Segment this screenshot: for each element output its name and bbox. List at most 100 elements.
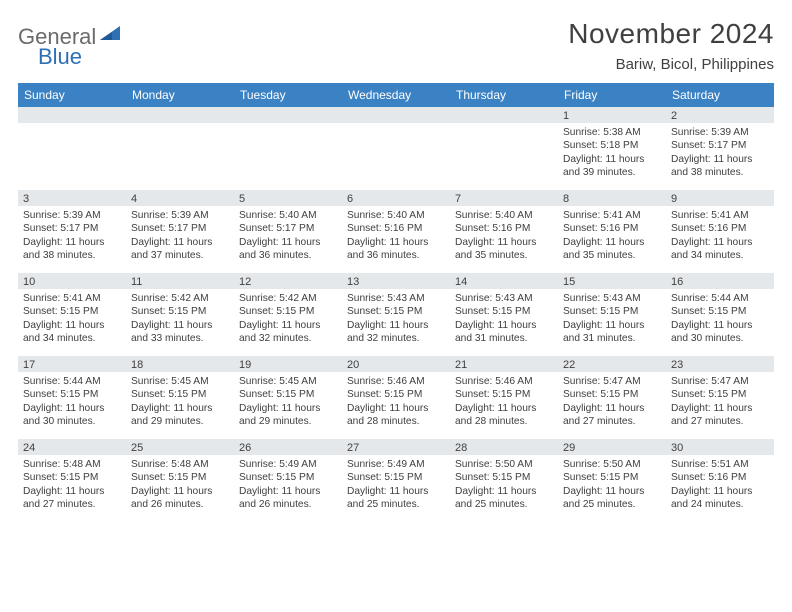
sunrise-text: Sunrise: 5:50 AM <box>455 458 553 471</box>
calendar-cell: 15Sunrise: 5:43 AMSunset: 5:15 PMDayligh… <box>558 273 666 356</box>
sunset-text: Sunset: 5:15 PM <box>131 471 229 484</box>
sunrise-text: Sunrise: 5:45 AM <box>131 375 229 388</box>
day-body: Sunrise: 5:47 AMSunset: 5:15 PMDaylight:… <box>558 372 666 431</box>
sunrise-text: Sunrise: 5:39 AM <box>23 209 121 222</box>
day-number-empty <box>450 107 558 123</box>
calendar-cell: 17Sunrise: 5:44 AMSunset: 5:15 PMDayligh… <box>18 356 126 439</box>
calendar-cell: 5Sunrise: 5:40 AMSunset: 5:17 PMDaylight… <box>234 190 342 273</box>
sunrise-text: Sunrise: 5:47 AM <box>563 375 661 388</box>
sunrise-text: Sunrise: 5:40 AM <box>455 209 553 222</box>
day-number: 1 <box>558 107 666 123</box>
sunrise-text: Sunrise: 5:41 AM <box>23 292 121 305</box>
calendar-body: 1Sunrise: 5:38 AMSunset: 5:18 PMDaylight… <box>18 107 774 522</box>
sunset-text: Sunset: 5:16 PM <box>347 222 445 235</box>
day-number: 7 <box>450 190 558 206</box>
month-title: November 2024 <box>568 18 774 50</box>
sunset-text: Sunset: 5:15 PM <box>347 471 445 484</box>
day-body: Sunrise: 5:45 AMSunset: 5:15 PMDaylight:… <box>126 372 234 431</box>
weekday-header: Monday <box>126 83 234 107</box>
day-number: 9 <box>666 190 774 206</box>
calendar-cell: 25Sunrise: 5:48 AMSunset: 5:15 PMDayligh… <box>126 439 234 522</box>
daylight-text: Daylight: 11 hours and 32 minutes. <box>347 319 445 346</box>
day-body: Sunrise: 5:43 AMSunset: 5:15 PMDaylight:… <box>342 289 450 348</box>
sunrise-text: Sunrise: 5:49 AM <box>347 458 445 471</box>
daylight-text: Daylight: 11 hours and 26 minutes. <box>239 485 337 512</box>
day-body: Sunrise: 5:39 AMSunset: 5:17 PMDaylight:… <box>126 206 234 265</box>
calendar-cell: 19Sunrise: 5:45 AMSunset: 5:15 PMDayligh… <box>234 356 342 439</box>
daylight-text: Daylight: 11 hours and 32 minutes. <box>239 319 337 346</box>
calendar-cell: 30Sunrise: 5:51 AMSunset: 5:16 PMDayligh… <box>666 439 774 522</box>
day-number: 24 <box>18 439 126 455</box>
sunrise-text: Sunrise: 5:44 AM <box>23 375 121 388</box>
sunset-text: Sunset: 5:15 PM <box>455 305 553 318</box>
sunrise-text: Sunrise: 5:41 AM <box>563 209 661 222</box>
sunset-text: Sunset: 5:15 PM <box>563 471 661 484</box>
day-body: Sunrise: 5:49 AMSunset: 5:15 PMDaylight:… <box>342 455 450 514</box>
day-body: Sunrise: 5:50 AMSunset: 5:15 PMDaylight:… <box>450 455 558 514</box>
day-number-empty <box>342 107 450 123</box>
day-body: Sunrise: 5:40 AMSunset: 5:16 PMDaylight:… <box>450 206 558 265</box>
day-body: Sunrise: 5:49 AMSunset: 5:15 PMDaylight:… <box>234 455 342 514</box>
daylight-text: Daylight: 11 hours and 31 minutes. <box>563 319 661 346</box>
day-number-empty <box>234 107 342 123</box>
sunset-text: Sunset: 5:16 PM <box>671 222 769 235</box>
sunset-text: Sunset: 5:15 PM <box>671 388 769 401</box>
day-number: 21 <box>450 356 558 372</box>
calendar-cell: 28Sunrise: 5:50 AMSunset: 5:15 PMDayligh… <box>450 439 558 522</box>
page-header: General November 2024 Bariw, Bicol, Phil… <box>18 18 774 73</box>
calendar-cell: 6Sunrise: 5:40 AMSunset: 5:16 PMDaylight… <box>342 190 450 273</box>
calendar-cell <box>18 107 126 190</box>
sunset-text: Sunset: 5:15 PM <box>239 471 337 484</box>
daylight-text: Daylight: 11 hours and 25 minutes. <box>347 485 445 512</box>
calendar-cell: 1Sunrise: 5:38 AMSunset: 5:18 PMDaylight… <box>558 107 666 190</box>
day-body: Sunrise: 5:39 AMSunset: 5:17 PMDaylight:… <box>666 123 774 182</box>
sunrise-text: Sunrise: 5:42 AM <box>131 292 229 305</box>
day-body: Sunrise: 5:46 AMSunset: 5:15 PMDaylight:… <box>450 372 558 431</box>
sunrise-text: Sunrise: 5:44 AM <box>671 292 769 305</box>
logo-text-blue: Blue <box>38 44 82 70</box>
day-body: Sunrise: 5:38 AMSunset: 5:18 PMDaylight:… <box>558 123 666 182</box>
daylight-text: Daylight: 11 hours and 34 minutes. <box>23 319 121 346</box>
day-number: 2 <box>666 107 774 123</box>
sunset-text: Sunset: 5:16 PM <box>563 222 661 235</box>
calendar-cell: 4Sunrise: 5:39 AMSunset: 5:17 PMDaylight… <box>126 190 234 273</box>
sunset-text: Sunset: 5:15 PM <box>563 305 661 318</box>
calendar-cell <box>342 107 450 190</box>
daylight-text: Daylight: 11 hours and 27 minutes. <box>563 402 661 429</box>
sunset-text: Sunset: 5:15 PM <box>131 388 229 401</box>
calendar-cell <box>126 107 234 190</box>
daylight-text: Daylight: 11 hours and 25 minutes. <box>455 485 553 512</box>
sunset-text: Sunset: 5:15 PM <box>671 305 769 318</box>
sunset-text: Sunset: 5:17 PM <box>131 222 229 235</box>
daylight-text: Daylight: 11 hours and 35 minutes. <box>455 236 553 263</box>
day-number: 23 <box>666 356 774 372</box>
daylight-text: Daylight: 11 hours and 29 minutes. <box>239 402 337 429</box>
sunset-text: Sunset: 5:15 PM <box>23 471 121 484</box>
sunrise-text: Sunrise: 5:42 AM <box>239 292 337 305</box>
sunset-text: Sunset: 5:17 PM <box>23 222 121 235</box>
day-number: 5 <box>234 190 342 206</box>
calendar-page: General November 2024 Bariw, Bicol, Phil… <box>0 0 792 534</box>
day-number: 18 <box>126 356 234 372</box>
sunrise-text: Sunrise: 5:38 AM <box>563 126 661 139</box>
calendar-cell: 21Sunrise: 5:46 AMSunset: 5:15 PMDayligh… <box>450 356 558 439</box>
calendar-cell: 10Sunrise: 5:41 AMSunset: 5:15 PMDayligh… <box>18 273 126 356</box>
calendar-weekday-header: SundayMondayTuesdayWednesdayThursdayFrid… <box>18 83 774 107</box>
day-body: Sunrise: 5:44 AMSunset: 5:15 PMDaylight:… <box>18 372 126 431</box>
day-body: Sunrise: 5:41 AMSunset: 5:16 PMDaylight:… <box>558 206 666 265</box>
calendar-cell: 9Sunrise: 5:41 AMSunset: 5:16 PMDaylight… <box>666 190 774 273</box>
day-body-empty <box>342 123 450 128</box>
daylight-text: Daylight: 11 hours and 30 minutes. <box>671 319 769 346</box>
daylight-text: Daylight: 11 hours and 24 minutes. <box>671 485 769 512</box>
daylight-text: Daylight: 11 hours and 39 minutes. <box>563 153 661 180</box>
sunrise-text: Sunrise: 5:49 AM <box>239 458 337 471</box>
daylight-text: Daylight: 11 hours and 36 minutes. <box>347 236 445 263</box>
daylight-text: Daylight: 11 hours and 34 minutes. <box>671 236 769 263</box>
calendar-cell <box>234 107 342 190</box>
calendar-cell: 11Sunrise: 5:42 AMSunset: 5:15 PMDayligh… <box>126 273 234 356</box>
day-body: Sunrise: 5:44 AMSunset: 5:15 PMDaylight:… <box>666 289 774 348</box>
calendar-cell: 22Sunrise: 5:47 AMSunset: 5:15 PMDayligh… <box>558 356 666 439</box>
calendar-row: 10Sunrise: 5:41 AMSunset: 5:15 PMDayligh… <box>18 273 774 356</box>
sunset-text: Sunset: 5:15 PM <box>239 305 337 318</box>
sunrise-text: Sunrise: 5:39 AM <box>131 209 229 222</box>
